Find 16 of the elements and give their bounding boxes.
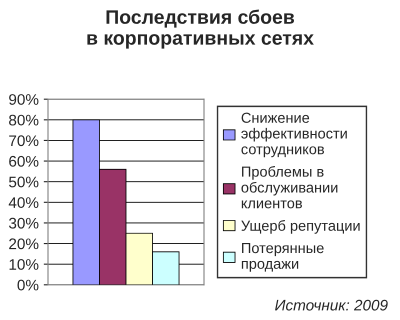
y-tick-label: 50% bbox=[9, 176, 38, 188]
legend-label: Потерянные продажи bbox=[242, 243, 324, 272]
y-tick-label: 70% bbox=[9, 135, 38, 146]
y-tick-label: 90% bbox=[9, 94, 38, 105]
y-tick-label: 20% bbox=[9, 238, 38, 250]
chart-title: Последствия сбоев в корпоративных сетях bbox=[87, 9, 314, 49]
text: Источник: 2009 bbox=[275, 300, 388, 311]
y-tick-label: 60% bbox=[9, 156, 38, 167]
y-tick-label: 80% bbox=[9, 114, 38, 126]
legend-label: Снижение эффективности сотрудников bbox=[241, 112, 347, 158]
legend-label: Ущерб репутации bbox=[241, 220, 360, 234]
y-tick-label: 0% bbox=[17, 280, 38, 290]
y-tick-label: 30% bbox=[8, 218, 38, 229]
y-tick-label: 10% bbox=[10, 259, 38, 270]
y-tick-label: 40% bbox=[8, 197, 38, 208]
legend-label: Проблемы в обслуживании клиентов bbox=[241, 166, 338, 208]
